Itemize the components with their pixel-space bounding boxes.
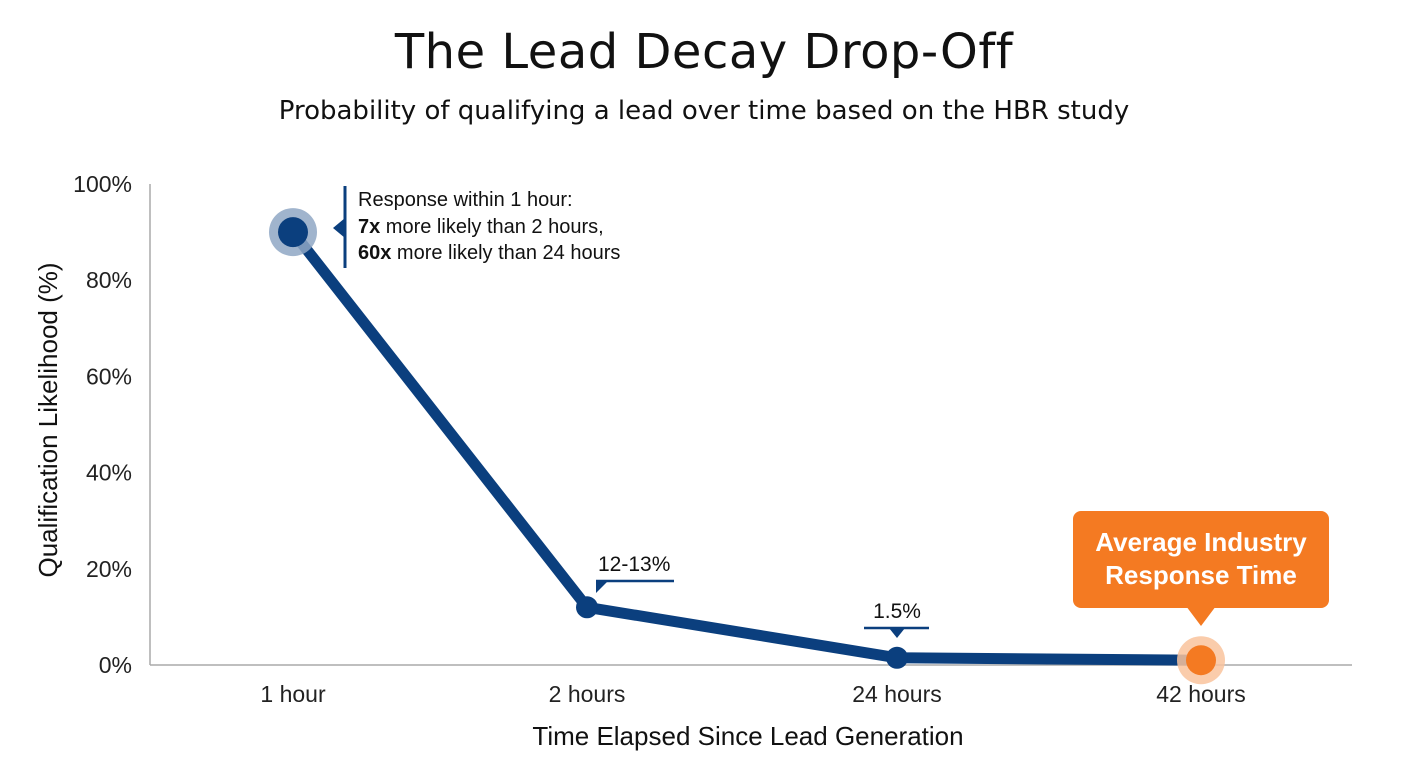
- first-point-annotation: Response within 1 hour: 7x more likely t…: [333, 186, 620, 268]
- y-tick-label: 40%: [86, 460, 132, 486]
- callout-text-line1: Average Industry: [1095, 527, 1307, 557]
- third-point-annotation: 1.5%: [864, 600, 929, 638]
- chart-subtitle: Probability of qualifying a lead over ti…: [278, 96, 1130, 126]
- x-tick-label: 42 hours: [1156, 681, 1246, 707]
- first-point-annotation-line2: 7x more likely than 2 hours,: [358, 216, 604, 238]
- y-axis-title: Qualification Likelihood (%): [33, 262, 63, 577]
- second-point-label-pointer: [596, 581, 608, 593]
- chart-title: The Lead Decay Drop-Off: [394, 24, 1014, 80]
- x-tick-label: 1 hour: [260, 681, 326, 707]
- series-line: [287, 226, 1207, 666]
- callout-text-line2: Response Time: [1105, 560, 1297, 590]
- industry-response-callout: Average Industry Response Time: [1073, 511, 1329, 626]
- y-tick-labels: 0% 20% 40% 60% 80% 100%: [73, 171, 132, 678]
- series: [287, 226, 1207, 666]
- data-point: [576, 596, 598, 619]
- y-tick-label: 20%: [86, 556, 132, 582]
- x-tick-label: 2 hours: [549, 681, 626, 707]
- third-point-label-pointer: [889, 628, 905, 638]
- x-tick-label: 24 hours: [852, 681, 942, 707]
- y-tick-label: 0%: [99, 652, 132, 678]
- first-point-annotation-line3-rest: more likely than 24 hours: [391, 242, 620, 264]
- y-tick-label: 60%: [86, 363, 132, 389]
- first-point-annotation-pointer: [333, 218, 345, 238]
- callout-box: [1073, 511, 1329, 608]
- x-axis-title: Time Elapsed Since Lead Generation: [532, 721, 963, 751]
- second-point-data-label: 12-13%: [598, 553, 670, 576]
- first-point-annotation-line2-bold: 7x: [358, 216, 380, 238]
- y-tick-label: 80%: [86, 267, 132, 293]
- first-point-annotation-line2-rest: more likely than 2 hours,: [380, 216, 603, 238]
- data-point: [1186, 645, 1216, 676]
- first-point-annotation-line1: Response within 1 hour:: [358, 189, 573, 211]
- data-point: [886, 646, 908, 669]
- data-point: [278, 217, 308, 248]
- series-markers: [269, 208, 1225, 685]
- callout-pointer: [1186, 606, 1216, 626]
- second-point-annotation: 12-13%: [596, 553, 674, 593]
- y-tick-label: 100%: [73, 171, 132, 197]
- first-point-annotation-line3-bold: 60x: [358, 242, 391, 264]
- x-tick-labels: 1 hour 2 hours 24 hours 42 hours: [260, 681, 1245, 707]
- third-point-data-label: 1.5%: [873, 600, 921, 623]
- first-point-annotation-line3: 60x more likely than 24 hours: [358, 242, 620, 264]
